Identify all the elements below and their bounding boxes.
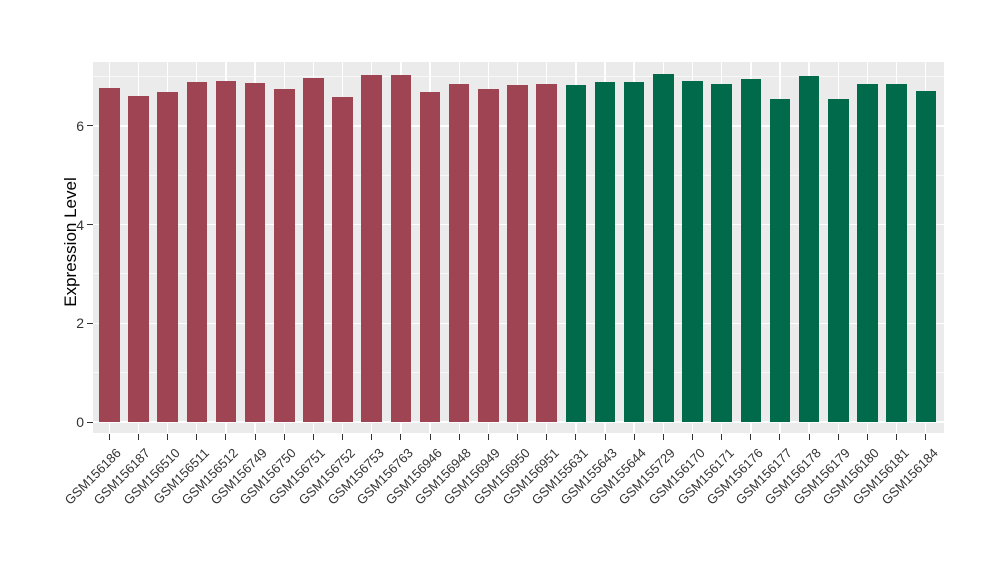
- bar-GSM155729: [653, 73, 674, 422]
- x-tick-mark: [487, 434, 489, 440]
- bar-GSM156751: [303, 78, 324, 422]
- bar-GSM156752: [332, 97, 353, 422]
- x-tick-mark: [108, 434, 110, 440]
- x-tick-mark: [400, 434, 402, 440]
- bar-GSM155644: [623, 82, 645, 422]
- bar-GSM156512: [215, 81, 237, 422]
- x-tick-mark: [779, 434, 781, 440]
- bar-GSM156176: [740, 78, 762, 422]
- y-tick-mark: [87, 125, 93, 127]
- minor-gridline-y: [93, 76, 944, 78]
- x-tick-mark: [721, 434, 723, 440]
- x-tick-mark: [517, 434, 519, 440]
- bar-GSM156948: [448, 83, 470, 422]
- y-tick-mark: [87, 322, 93, 324]
- x-tick-mark: [546, 434, 548, 440]
- bar-GSM156171: [711, 83, 732, 422]
- bar-GSM156511: [186, 82, 208, 422]
- bar-GSM156950: [507, 85, 528, 422]
- x-tick-mark: [604, 434, 606, 440]
- x-tick-mark: [866, 434, 868, 440]
- x-tick-mark: [575, 434, 577, 440]
- bar-GSM156763: [390, 74, 412, 422]
- x-tick-mark: [429, 434, 431, 440]
- y-tick-label: 4: [76, 216, 84, 233]
- x-tick-mark: [283, 434, 285, 440]
- bar-GSM156170: [682, 81, 703, 422]
- bar-GSM156749: [244, 82, 266, 422]
- bar-GSM156510: [157, 91, 178, 422]
- bar-GSM156186: [99, 87, 120, 422]
- bar-GSM156750: [274, 88, 295, 422]
- x-tick-mark: [196, 434, 198, 440]
- x-tick-mark: [662, 434, 664, 440]
- bar-GSM156177: [769, 99, 791, 422]
- x-tick-mark: [896, 434, 898, 440]
- bar-GSM156949: [478, 89, 499, 422]
- major-gridline-y: [93, 421, 944, 423]
- bar-GSM156951: [536, 83, 557, 422]
- x-tick-mark: [692, 434, 693, 440]
- bar-GSM156753: [361, 75, 382, 422]
- x-tick-mark: [750, 434, 752, 440]
- x-tick-mark: [808, 434, 810, 440]
- y-tick-label: 6: [76, 117, 84, 134]
- bar-GSM156181: [886, 83, 907, 422]
- x-tick-mark: [633, 434, 635, 440]
- bar-GSM156180: [857, 84, 878, 422]
- bar-GSM155631: [565, 84, 587, 422]
- bar-GSM155643: [594, 82, 616, 422]
- y-tick-mark: [87, 224, 93, 226]
- bar-GSM156946: [419, 91, 441, 422]
- x-tick-mark: [342, 434, 344, 440]
- x-tick-mark: [312, 434, 314, 440]
- y-tick-mark: [87, 421, 93, 423]
- x-tick-mark: [837, 434, 839, 440]
- y-tick-label: 0: [76, 414, 84, 430]
- x-tick-mark: [254, 434, 256, 440]
- bar-GSM156187: [128, 96, 149, 422]
- x-tick-mark: [167, 434, 169, 440]
- x-tick-mark: [137, 434, 139, 440]
- x-tick-mark: [225, 434, 227, 440]
- y-tick-label: 2: [76, 315, 84, 332]
- x-tick-mark: [925, 434, 927, 440]
- bar-GSM156179: [828, 98, 849, 422]
- bar-GSM156184: [915, 90, 937, 422]
- x-tick-mark: [458, 434, 460, 440]
- bar-GSM156178: [798, 75, 820, 422]
- x-tick-mark: [371, 434, 373, 440]
